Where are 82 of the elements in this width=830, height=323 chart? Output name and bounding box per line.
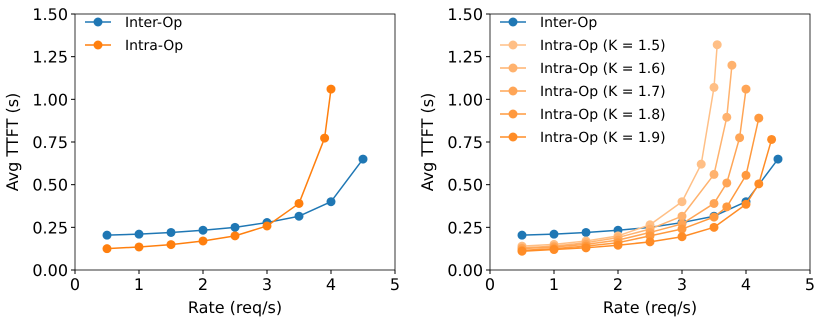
- y-tick-label: 1.50: [447, 5, 483, 24]
- point: [722, 178, 732, 188]
- point: [550, 230, 558, 239]
- legend-label: Intra-Op (K = 1.9): [540, 130, 666, 146]
- point: [294, 212, 304, 221]
- x-tick-label: 0: [484, 275, 496, 294]
- point: [742, 84, 750, 94]
- point: [678, 232, 686, 242]
- legend-label: Intra-Op: [125, 38, 184, 54]
- point: [230, 231, 240, 240]
- point: [678, 224, 686, 234]
- x-tick-label: 5: [804, 275, 816, 294]
- y-tick-label: 0.50: [447, 176, 483, 195]
- point: [722, 202, 732, 212]
- y-tick-label: 0.25: [447, 218, 483, 238]
- point: [198, 236, 208, 246]
- point: [742, 200, 750, 209]
- x-tick-label: 4: [740, 275, 752, 294]
- x-tick-label: 3: [676, 275, 688, 294]
- point: [518, 230, 526, 240]
- point: [166, 228, 176, 237]
- point: [754, 179, 764, 188]
- point: [166, 240, 176, 250]
- point: [722, 112, 732, 122]
- y-tick-label: 0.00: [447, 261, 483, 280]
- point: [262, 221, 272, 230]
- legend-label: Intra-Op (K = 1.6): [540, 61, 666, 77]
- point: [710, 198, 718, 208]
- x-axis-title: Rate (req/s): [602, 298, 698, 317]
- x-tick-label: 1: [548, 275, 560, 294]
- y-tick-label: 0.75: [32, 133, 68, 152]
- x-tick-label: 4: [326, 275, 336, 294]
- y-tick-label: 1.50: [32, 5, 68, 24]
- legend-label: Intra-Op (K = 1.7): [540, 84, 666, 100]
- point: [134, 230, 144, 239]
- y-tick-label: 1.25: [447, 48, 483, 67]
- point: [582, 228, 590, 237]
- legend-label: Intra-Op (K = 1.8): [540, 107, 666, 123]
- point: [320, 134, 330, 143]
- legend-label: Intra-Op (K = 1.5): [540, 38, 666, 54]
- x-tick-label: 1: [134, 275, 144, 294]
- point: [198, 226, 208, 235]
- point: [646, 237, 654, 246]
- point: [358, 154, 368, 164]
- point: [742, 170, 750, 180]
- legend-label: Inter-Op: [540, 15, 598, 31]
- x-axis-title: Rate (req/s): [188, 298, 282, 317]
- point: [230, 222, 240, 232]
- point: [134, 242, 144, 252]
- point: [710, 222, 718, 232]
- y-tick-label: 1.00: [447, 90, 483, 110]
- point: [710, 170, 718, 179]
- point: [102, 230, 112, 240]
- point: [754, 114, 764, 123]
- point: [710, 82, 718, 92]
- point: [767, 134, 776, 144]
- y-tick-label: 1.25: [32, 48, 68, 67]
- x-tick-label: 2: [612, 275, 624, 294]
- y-tick-label: 1.00: [32, 90, 68, 110]
- point: [326, 84, 336, 94]
- y-tick-label: 0.50: [32, 176, 68, 195]
- y-tick-label: 0.00: [32, 261, 68, 280]
- x-tick-label: 2: [198, 275, 208, 294]
- point: [774, 154, 782, 164]
- x-tick-label: 0: [70, 275, 80, 294]
- point: [727, 60, 736, 70]
- point: [326, 197, 336, 206]
- x-tick-label: 3: [262, 275, 272, 294]
- y-tick-label: 0.25: [32, 218, 68, 238]
- point: [614, 240, 622, 250]
- point: [678, 197, 686, 206]
- point: [678, 212, 686, 221]
- x-tick-label: 5: [390, 275, 400, 294]
- point: [294, 198, 304, 208]
- point: [102, 244, 112, 254]
- y-tick-label: 0.75: [447, 133, 483, 152]
- point: [712, 40, 722, 50]
- point: [735, 133, 744, 142]
- y-axis-title: Avg TTFT (s): [3, 92, 22, 192]
- legend-label: Inter-Op: [125, 15, 182, 31]
- y-axis-title: Avg TTFT (s): [418, 92, 437, 192]
- point: [696, 160, 706, 169]
